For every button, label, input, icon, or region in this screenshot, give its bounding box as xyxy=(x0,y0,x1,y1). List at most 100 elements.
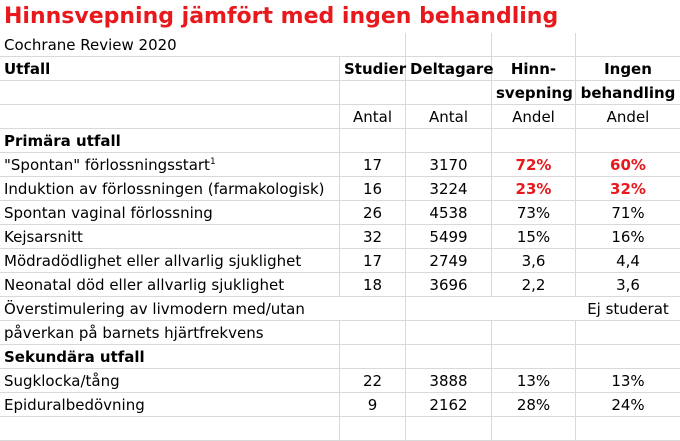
row-studies[interactable]: 9 xyxy=(340,393,406,417)
cell-empty[interactable] xyxy=(340,33,406,57)
section-secondary[interactable]: Sekundära utfall xyxy=(0,345,340,369)
row-none[interactable]: 71% xyxy=(576,201,680,225)
row-participants[interactable]: 2749 xyxy=(406,249,492,273)
units-row: Antal Antal Andel Andel xyxy=(0,105,680,129)
row-studies[interactable]: 32 xyxy=(340,225,406,249)
cell-empty[interactable] xyxy=(0,105,340,129)
row-sweep[interactable]: 13% xyxy=(492,369,576,393)
row-sweep[interactable]: 73% xyxy=(492,201,576,225)
spreadsheet: Hinnsvepning jämfört med ingen behandlin… xyxy=(0,4,680,441)
header-participants[interactable]: Deltagare xyxy=(406,57,494,81)
section-secondary-row: Sekundära utfall xyxy=(0,345,680,369)
row-studies[interactable]: 17 xyxy=(340,249,406,273)
row-participants[interactable]: 3170 xyxy=(406,153,492,177)
cell-empty[interactable] xyxy=(576,321,680,345)
cell-empty[interactable] xyxy=(0,417,340,441)
table-row-overstim-2: påverkan på barnets hjärtfrekvens xyxy=(0,321,680,345)
row-participants[interactable]: 3224 xyxy=(406,177,492,201)
section-primary[interactable]: Primära utfall xyxy=(0,129,340,153)
row-sweep[interactable]: 23% xyxy=(492,177,576,201)
cell-empty[interactable] xyxy=(340,321,406,345)
row-sweep[interactable]: 72% xyxy=(492,153,576,177)
cell-empty[interactable] xyxy=(492,33,576,57)
header-none[interactable]: Ingen xyxy=(576,57,680,81)
cell-empty[interactable] xyxy=(340,345,406,369)
row-none[interactable]: 16% xyxy=(576,225,680,249)
unit-sweep[interactable]: Andel xyxy=(492,105,576,129)
cell-empty[interactable] xyxy=(0,81,340,105)
cell-empty[interactable] xyxy=(576,345,680,369)
table-row: Induktion av förlossningen (farmakologis… xyxy=(0,177,680,201)
row-none[interactable]: 24% xyxy=(576,393,680,417)
header-studies[interactable]: Studier xyxy=(340,57,406,81)
row-label[interactable]: Spontan vaginal förlossning xyxy=(0,201,340,225)
table-row: Kejsarsnitt 32 5499 15% 16% xyxy=(0,225,680,249)
cell-empty[interactable] xyxy=(340,417,406,441)
table-row-cut xyxy=(0,417,680,441)
cell-empty[interactable] xyxy=(340,129,406,153)
row-none[interactable]: 60% xyxy=(576,153,680,177)
row-none[interactable]: 4,4 xyxy=(576,249,680,273)
unit-studies[interactable]: Antal xyxy=(340,105,406,129)
footnote-marker: 1 xyxy=(209,157,216,167)
header-sweep[interactable]: Hinn- xyxy=(492,57,576,81)
table-row: Neonatal död eller allvarlig sjuklighet … xyxy=(0,273,680,297)
row-studies[interactable]: 16 xyxy=(340,177,406,201)
cell-empty[interactable] xyxy=(576,129,680,153)
row-label[interactable]: Mödradödlighet eller allvarlig sjuklighe… xyxy=(0,249,340,273)
row-participants[interactable]: 3696 xyxy=(406,273,492,297)
row-studies[interactable]: 18 xyxy=(340,273,406,297)
row-sweep[interactable]: 15% xyxy=(492,225,576,249)
cell-empty[interactable] xyxy=(492,417,576,441)
table-row: Epiduralbedövning 9 2162 28% 24% xyxy=(0,393,680,417)
table-row: Mödradödlighet eller allvarlig sjuklighe… xyxy=(0,249,680,273)
row-label[interactable]: Överstimulering av livmodern med/utan xyxy=(0,297,406,321)
row-label-continued[interactable]: påverkan på barnets hjärtfrekvens xyxy=(0,321,340,345)
row-label[interactable]: Epiduralbedövning xyxy=(0,393,340,417)
row-participants[interactable]: 5499 xyxy=(406,225,492,249)
cell-empty[interactable] xyxy=(492,345,576,369)
table-row-overstim: Överstimulering av livmodern med/utan Ej… xyxy=(0,297,680,321)
row-studies[interactable]: 17 xyxy=(340,153,406,177)
row-sweep[interactable]: 2,2 xyxy=(492,273,576,297)
header-row-1: Utfall Studier Deltagare Hinn- Ingen xyxy=(0,57,680,81)
cell-empty[interactable] xyxy=(406,297,492,321)
row-none[interactable]: 13% xyxy=(576,369,680,393)
subtitle[interactable]: Cochrane Review 2020 xyxy=(0,33,340,57)
row-label[interactable]: Induktion av förlossningen (farmakologis… xyxy=(0,177,340,201)
cell-empty[interactable] xyxy=(576,33,680,57)
cell-empty[interactable] xyxy=(406,81,492,105)
overstim-status[interactable]: Ej studerat xyxy=(576,297,680,321)
section-primary-row: Primära utfall xyxy=(0,129,680,153)
header-row-2: svepning behandling xyxy=(0,81,680,105)
header-sweep-line2[interactable]: svepning xyxy=(492,81,576,105)
row-participants[interactable]: 3888 xyxy=(406,369,492,393)
cell-empty[interactable] xyxy=(492,297,576,321)
header-outcome[interactable]: Utfall xyxy=(0,57,340,81)
cell-empty[interactable] xyxy=(492,321,576,345)
row-label[interactable]: "Spontan" förlossningsstart1 xyxy=(0,153,340,177)
row-label[interactable]: Neonatal död eller allvarlig sjuklighet xyxy=(0,273,340,297)
row-none[interactable]: 3,6 xyxy=(576,273,680,297)
row-label[interactable]: Sugklocka/tång xyxy=(0,369,340,393)
cell-empty[interactable] xyxy=(406,129,492,153)
row-label[interactable]: Kejsarsnitt xyxy=(0,225,340,249)
unit-none[interactable]: Andel xyxy=(576,105,680,129)
row-sweep[interactable]: 28% xyxy=(492,393,576,417)
cell-empty[interactable] xyxy=(406,417,492,441)
cell-empty[interactable] xyxy=(576,417,680,441)
header-none-line2[interactable]: behandling xyxy=(576,81,680,105)
row-sweep[interactable]: 3,6 xyxy=(492,249,576,273)
row-participants[interactable]: 2162 xyxy=(406,393,492,417)
cell-empty[interactable] xyxy=(340,81,406,105)
unit-participants[interactable]: Antal xyxy=(406,105,492,129)
cell-empty[interactable] xyxy=(406,345,492,369)
cell-empty[interactable] xyxy=(406,33,492,57)
sheet-title: Hinnsvepning jämfört med ingen behandlin… xyxy=(4,4,559,29)
cell-empty[interactable] xyxy=(406,321,492,345)
row-none[interactable]: 32% xyxy=(576,177,680,201)
row-participants[interactable]: 4538 xyxy=(406,201,492,225)
row-studies[interactable]: 22 xyxy=(340,369,406,393)
row-studies[interactable]: 26 xyxy=(340,201,406,225)
cell-empty[interactable] xyxy=(492,129,576,153)
